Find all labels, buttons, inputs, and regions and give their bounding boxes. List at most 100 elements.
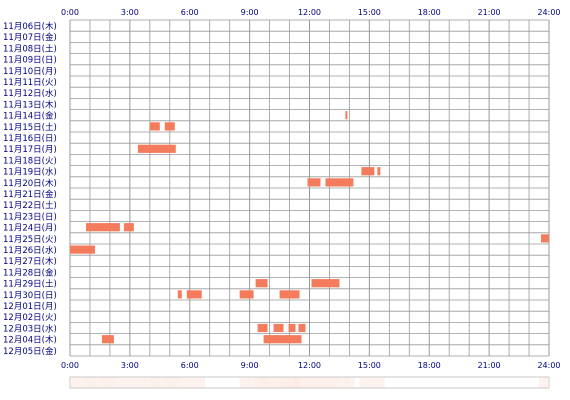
summary-cell xyxy=(314,377,320,388)
row-label: 11月06日(木) xyxy=(3,21,57,32)
tick-label: 9:00 xyxy=(241,361,259,370)
summary-cell xyxy=(254,377,260,388)
row-label: 11月22日(土) xyxy=(3,200,57,211)
activity-bar xyxy=(149,122,160,131)
summary-cell xyxy=(114,377,121,388)
row-label: 11月27日(木) xyxy=(3,256,57,267)
grid xyxy=(69,19,550,357)
row-label: 12月02日(火) xyxy=(3,313,57,323)
activity-bar xyxy=(273,323,284,333)
tick-label: 12:00 xyxy=(298,361,321,370)
activity-bar xyxy=(177,290,182,299)
row-label: 11月12日(水) xyxy=(3,88,57,99)
row-label: 11月28日(金) xyxy=(3,267,57,278)
activity-bar xyxy=(311,279,340,288)
row-label: 11月24日(月) xyxy=(3,224,57,234)
row-label: 11月19日(水) xyxy=(3,167,57,178)
summary-cell xyxy=(199,377,206,388)
row-label: 11月14日(金) xyxy=(3,111,57,122)
summary-cell xyxy=(244,377,250,388)
summary-cell xyxy=(124,377,131,388)
summary-cell xyxy=(119,377,126,388)
summary-cell xyxy=(104,377,111,388)
summary-cell xyxy=(379,377,385,388)
summary-cell xyxy=(169,377,176,388)
summary-cell xyxy=(284,377,290,388)
activity-bar xyxy=(541,234,549,243)
activity-bar xyxy=(345,111,348,120)
summary-cell xyxy=(239,377,245,388)
summary-cell xyxy=(349,377,355,388)
summary-cell xyxy=(134,377,141,388)
row-label: 11月08日(土) xyxy=(3,43,57,54)
row-label: 11月16日(日) xyxy=(3,134,57,144)
row-label: 11月15日(土) xyxy=(3,122,57,133)
tick-label: 21:00 xyxy=(478,361,501,370)
summary-cell xyxy=(109,377,116,388)
activity-bar xyxy=(164,122,175,131)
row-label: 11月29日(土) xyxy=(3,279,57,290)
row-label: 11月26日(水) xyxy=(3,245,57,256)
summary-cell xyxy=(544,377,550,388)
row-label: 12月05日(金) xyxy=(3,346,57,357)
tick-label: 12:00 xyxy=(298,8,321,17)
summary-cell xyxy=(264,377,270,388)
row-label: 11月18日(火) xyxy=(3,156,57,166)
activity-bar xyxy=(257,323,268,333)
activity-bar xyxy=(70,245,95,254)
summary-cell xyxy=(164,377,171,388)
activity-bar xyxy=(325,178,354,187)
summary-strip xyxy=(69,376,550,389)
tick-label: 6:00 xyxy=(181,8,199,17)
row-label: 11月25日(火) xyxy=(3,235,57,245)
summary-cell xyxy=(294,377,300,388)
summary-cell xyxy=(94,377,101,388)
activity-bar xyxy=(361,167,375,176)
summary-cell xyxy=(154,377,161,388)
activity-bar xyxy=(279,290,300,299)
summary-cell xyxy=(299,377,305,388)
row-label: 11月20日(木) xyxy=(3,178,57,189)
tick-label: 18:00 xyxy=(418,8,441,17)
row-label: 11月17日(月) xyxy=(3,145,57,155)
tick-label: 15:00 xyxy=(358,8,381,17)
summary-cell xyxy=(194,377,201,388)
tick-label: 24:00 xyxy=(537,8,560,17)
summary-cell xyxy=(129,377,136,388)
row-labels: 11月06日(木)11月07日(金)11月08日(土)11月09日(日)11月1… xyxy=(3,21,57,357)
summary-cell xyxy=(189,377,196,388)
activity-bar xyxy=(239,290,254,299)
summary-cell xyxy=(79,377,86,388)
row-label: 11月11日(火) xyxy=(3,78,57,88)
summary-cell xyxy=(159,377,166,388)
activity-bar xyxy=(101,335,114,344)
summary-cell xyxy=(249,377,255,388)
summary-cell xyxy=(369,377,375,388)
activity-bar xyxy=(85,223,120,232)
tick-label: 15:00 xyxy=(358,361,381,370)
summary-cell xyxy=(324,377,330,388)
tick-label: 3:00 xyxy=(121,361,139,370)
row-label: 12月01日(月) xyxy=(3,302,57,312)
summary-cell xyxy=(289,377,295,388)
summary-cell xyxy=(259,377,265,388)
summary-cell xyxy=(89,377,96,388)
tick-label: 6:00 xyxy=(181,361,199,370)
summary-cell xyxy=(374,377,380,388)
summary-cell xyxy=(304,377,310,388)
summary-cell xyxy=(339,377,345,388)
summary-cell xyxy=(179,377,186,388)
activity-bar xyxy=(263,335,302,344)
summary-cell xyxy=(274,377,280,388)
activity-bar xyxy=(137,144,176,153)
top-axis-ticks: 0:00 3:00 6:00 9:00 12:00 15:00 18:00 21:00 24:0… xyxy=(61,8,561,17)
summary-cell xyxy=(344,377,350,388)
row-label: 12月03日(水) xyxy=(3,323,57,334)
activity-bar xyxy=(288,323,296,333)
row-label: 11月21日(金) xyxy=(3,189,57,200)
summary-cell xyxy=(319,377,325,388)
row-label: 12月04日(木) xyxy=(3,335,57,346)
summary-cell xyxy=(184,377,191,388)
activity-bars xyxy=(70,111,549,344)
